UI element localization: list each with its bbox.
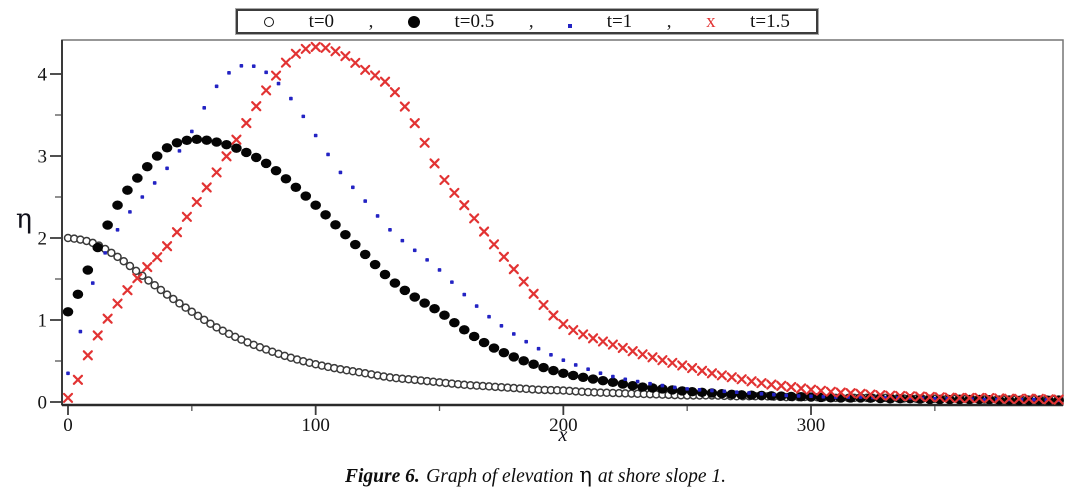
x-tick-label: 200 [549,415,578,436]
caption-body: Graph of elevation [426,466,574,487]
y-axis-ticks: 0 1 2 3 4 [38,65,61,414]
y-tick-label: 0 [38,393,48,414]
legend-label-t1: t=1 [606,10,633,32]
y-tick-label: 3 [38,147,48,168]
legend-label-t15: t=1.5 [750,10,790,32]
y-tick-label: 2 [38,229,48,250]
caption-figure-number: Figure 6. [344,466,420,487]
x-tick-label: 100 [301,415,330,436]
blue-dot-marker-icon [568,23,573,28]
open-circle-marker-icon [264,16,274,27]
legend-label-t05: t=0.5 [454,10,495,32]
filled-circle-marker-icon [407,15,420,28]
series-t1 [66,64,1061,403]
figure-caption: Figure 6. Graph of elevation η at shore slo… [0,463,1071,488]
y-axis-label: η [15,204,33,235]
caption-eta-symbol: η [579,463,592,487]
legend-separator: , [666,10,672,32]
legend-label-t0: t=0 [308,10,335,32]
plot-frame [61,39,1064,406]
x-axis-ticks: 0 100 200 300 [63,406,936,436]
x-axis-label: x [558,424,568,446]
x-tick-label: 300 [797,415,826,436]
red-x-marker-icon: x [706,11,716,32]
legend-box: t=0 , t=0.5 , t=1 , x t=1.5 [235,8,819,35]
legend-separator: , [368,10,374,32]
x-tick-label: 0 [63,415,73,436]
series-t1.5 [62,41,1064,405]
y-tick-label: 4 [38,65,48,86]
caption-suffix: at shore slope 1. [597,466,727,487]
y-tick-label: 1 [38,311,48,332]
legend-separator: , [528,10,534,32]
